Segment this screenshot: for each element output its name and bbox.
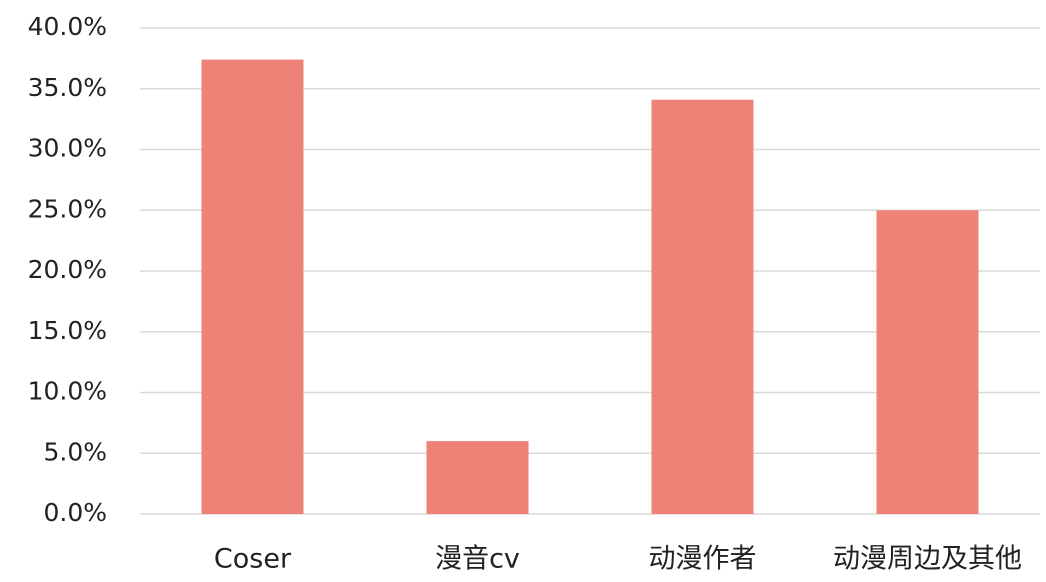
y-tick-label: 40.0% bbox=[28, 12, 107, 41]
bar bbox=[426, 441, 529, 514]
y-tick-label: 10.0% bbox=[28, 377, 107, 406]
bar bbox=[876, 210, 979, 514]
y-tick-label: 5.0% bbox=[43, 437, 107, 466]
bar bbox=[651, 99, 754, 514]
y-tick-label: 0.0% bbox=[43, 498, 107, 527]
y-tick-label: 35.0% bbox=[28, 73, 107, 102]
x-tick-label: 动漫周边及其他 bbox=[833, 544, 1022, 575]
x-tick-label: 动漫作者 bbox=[649, 544, 757, 575]
y-tick-label: 25.0% bbox=[28, 194, 107, 223]
y-tick-label: 20.0% bbox=[28, 255, 107, 284]
bar bbox=[201, 59, 304, 515]
x-tick-label: 漫音cv bbox=[435, 544, 520, 575]
y-tick-label: 30.0% bbox=[28, 134, 107, 163]
y-tick-label: 15.0% bbox=[28, 316, 107, 345]
x-tick-label: Coser bbox=[214, 544, 292, 575]
